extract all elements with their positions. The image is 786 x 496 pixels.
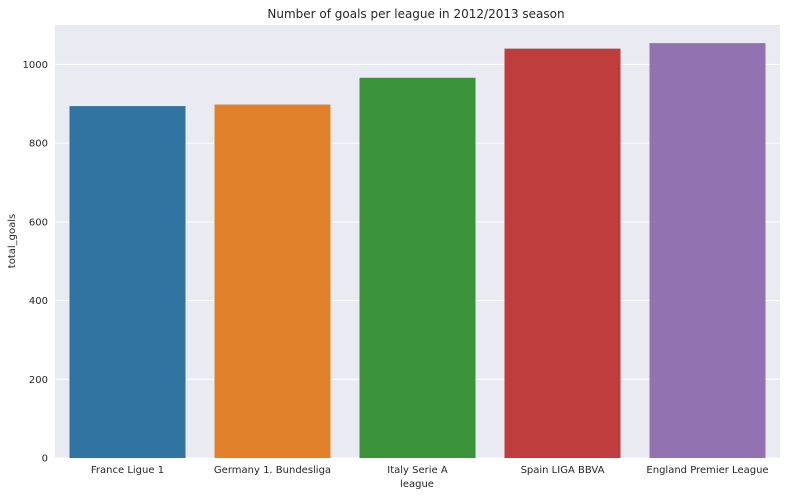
bar-england-premier-league (649, 43, 766, 459)
y-tick-label: 600 (29, 217, 48, 228)
bars-group (69, 43, 766, 459)
chart-title: Number of goals per league in 2012/2013 … (267, 7, 564, 21)
bar-italy-serie-a (359, 77, 476, 458)
y-tick-label: 400 (29, 296, 48, 307)
y-axis-label: total_goals (7, 214, 18, 268)
x-tick-label: France Ligue 1 (91, 465, 164, 476)
y-tick-label: 1000 (23, 60, 48, 71)
y-tick-labels: 0 200 400 600 800 1000 (23, 60, 48, 465)
x-tick-label: Spain LIGA BBVA (521, 465, 605, 476)
x-tick-labels: France Ligue 1 Germany 1. Bundesliga Italy… (91, 465, 769, 476)
bar-france-ligue-1 (69, 106, 186, 459)
x-tick-label: Germany 1. Bundesliga (214, 465, 331, 476)
y-tick-label: 0 (42, 454, 48, 465)
bar-spain-liga-bbva (504, 48, 621, 458)
x-tick-label: Italy Serie A (387, 465, 448, 476)
y-tick-label: 800 (29, 139, 48, 150)
bar-germany-1-bundesliga (214, 104, 331, 459)
y-tick-label: 200 (29, 375, 48, 386)
x-tick-label: England Premier League (646, 465, 768, 476)
x-axis-label: league (400, 479, 434, 490)
